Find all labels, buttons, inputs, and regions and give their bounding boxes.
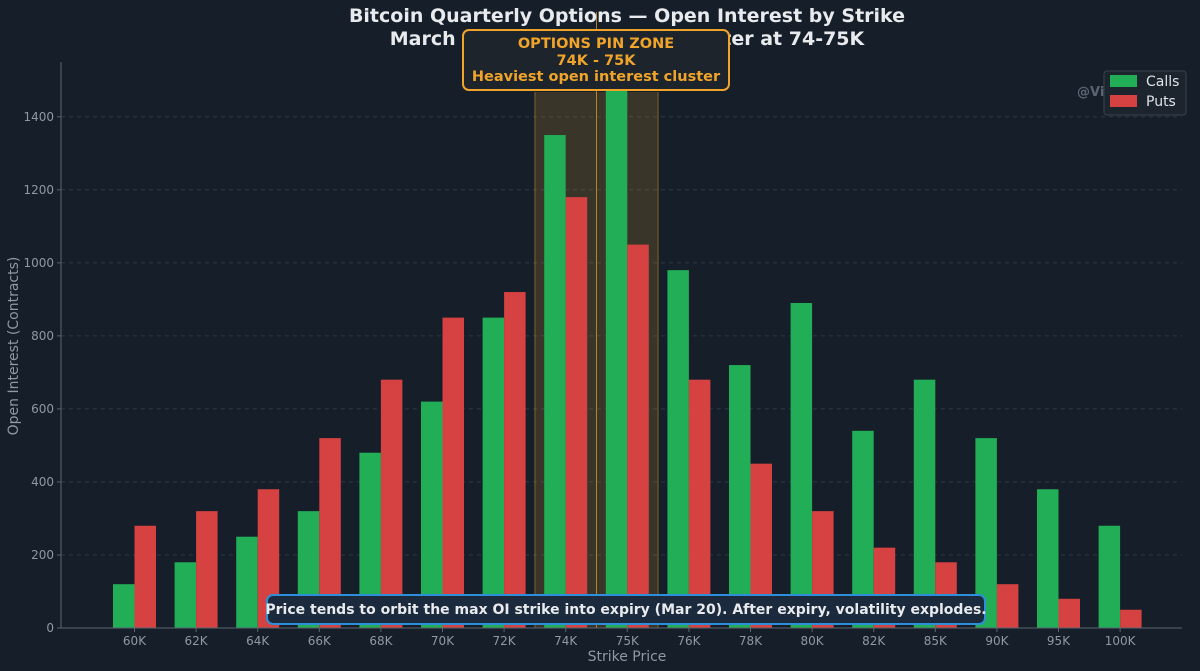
x-tick-label: 76K	[677, 634, 701, 648]
y-axis-label: Open Interest (Contracts)	[6, 257, 22, 436]
calls-bar	[790, 303, 813, 628]
calls-bar	[421, 401, 443, 628]
puts-bar	[565, 197, 588, 628]
puts-bar	[380, 379, 403, 628]
calls-bar	[975, 438, 997, 628]
calls-bar	[605, 80, 628, 629]
puts-bar	[134, 525, 156, 628]
legend: Calls Puts	[1103, 70, 1187, 116]
x-tick-label: 64K	[246, 634, 270, 648]
calls-bar	[482, 317, 505, 628]
y-tick-label: 1400	[23, 110, 54, 124]
calls-bar	[667, 270, 689, 628]
note-box	[266, 594, 986, 625]
x-tick-label: 68K	[369, 634, 393, 648]
x-tick-label: 70K	[431, 634, 455, 648]
puts-bar	[319, 438, 341, 628]
annotation-range: 74K - 75K	[557, 53, 637, 69]
y-tick-label: 200	[31, 548, 54, 562]
x-tick-label: 78K	[739, 634, 763, 648]
puts-bar	[1120, 609, 1142, 628]
x-tick-label: 100K	[1105, 634, 1137, 648]
bottom-note: Price tends to orbit the max OI strike i…	[265, 594, 987, 625]
x-axis-label: Strike Price	[588, 649, 667, 665]
legend-swatch-puts	[1110, 95, 1137, 107]
legend-label-puts: Puts	[1146, 94, 1176, 110]
y-tick-label: 0	[46, 621, 54, 635]
calls-bar	[729, 365, 751, 628]
x-tick-label: 75K	[616, 634, 640, 648]
calls-bar	[1098, 525, 1121, 628]
x-tick-label: 60K	[123, 634, 147, 648]
plot-area: 0 200 400 600 800 1000 1200 1400 60K 62K 64K 66K 68K…	[23, 12, 1182, 648]
puts-bar	[627, 244, 649, 629]
legend-swatch-calls	[1110, 75, 1137, 87]
x-tick-label: 62K	[185, 634, 209, 648]
x-tick-label: 74K	[554, 634, 578, 648]
puts-bar	[688, 379, 711, 628]
watermark: @Vi	[1077, 85, 1104, 100]
calls-bar	[359, 452, 381, 628]
x-tick-label: 72K	[493, 634, 517, 648]
chart-title: Bitcoin Quarterly Options — Open Interes…	[349, 5, 905, 27]
y-tick-label: 400	[31, 475, 54, 489]
calls-bar	[174, 562, 197, 628]
calls-bar	[544, 135, 566, 628]
x-tick-label: 95K	[1047, 634, 1071, 648]
annotation-title: OPTIONS PIN ZONE	[518, 36, 674, 52]
annotation-box	[462, 29, 730, 91]
x-tick-label: 85K	[924, 634, 948, 648]
x-tick-label: 82K	[862, 634, 886, 648]
calls-bar	[1037, 489, 1059, 628]
calls-bar	[113, 584, 135, 628]
calls-bar	[236, 536, 258, 628]
y-tick-label: 800	[31, 329, 54, 343]
note-text: Price tends to orbit the max OI strike i…	[265, 602, 986, 618]
y-tick-label: 600	[31, 402, 54, 416]
y-tick-label: 1000	[23, 256, 54, 270]
puts-bar	[196, 511, 218, 628]
x-tick-label: 66K	[308, 634, 332, 648]
x-tick-label: 80K	[801, 634, 825, 648]
x-tick-label: 90K	[985, 634, 1009, 648]
puts-bar	[996, 584, 1019, 628]
puts-bar	[504, 292, 526, 628]
legend-label-calls: Calls	[1146, 74, 1179, 90]
y-tick-label: 1200	[23, 183, 54, 197]
puts-bar	[1058, 598, 1080, 628]
puts-bar	[257, 489, 280, 628]
annotation-description: Heaviest open interest cluster	[472, 69, 721, 85]
calls-bar	[913, 379, 936, 628]
calls-bar	[852, 430, 874, 628]
puts-bar	[442, 317, 464, 628]
puts-bar	[750, 463, 772, 628]
